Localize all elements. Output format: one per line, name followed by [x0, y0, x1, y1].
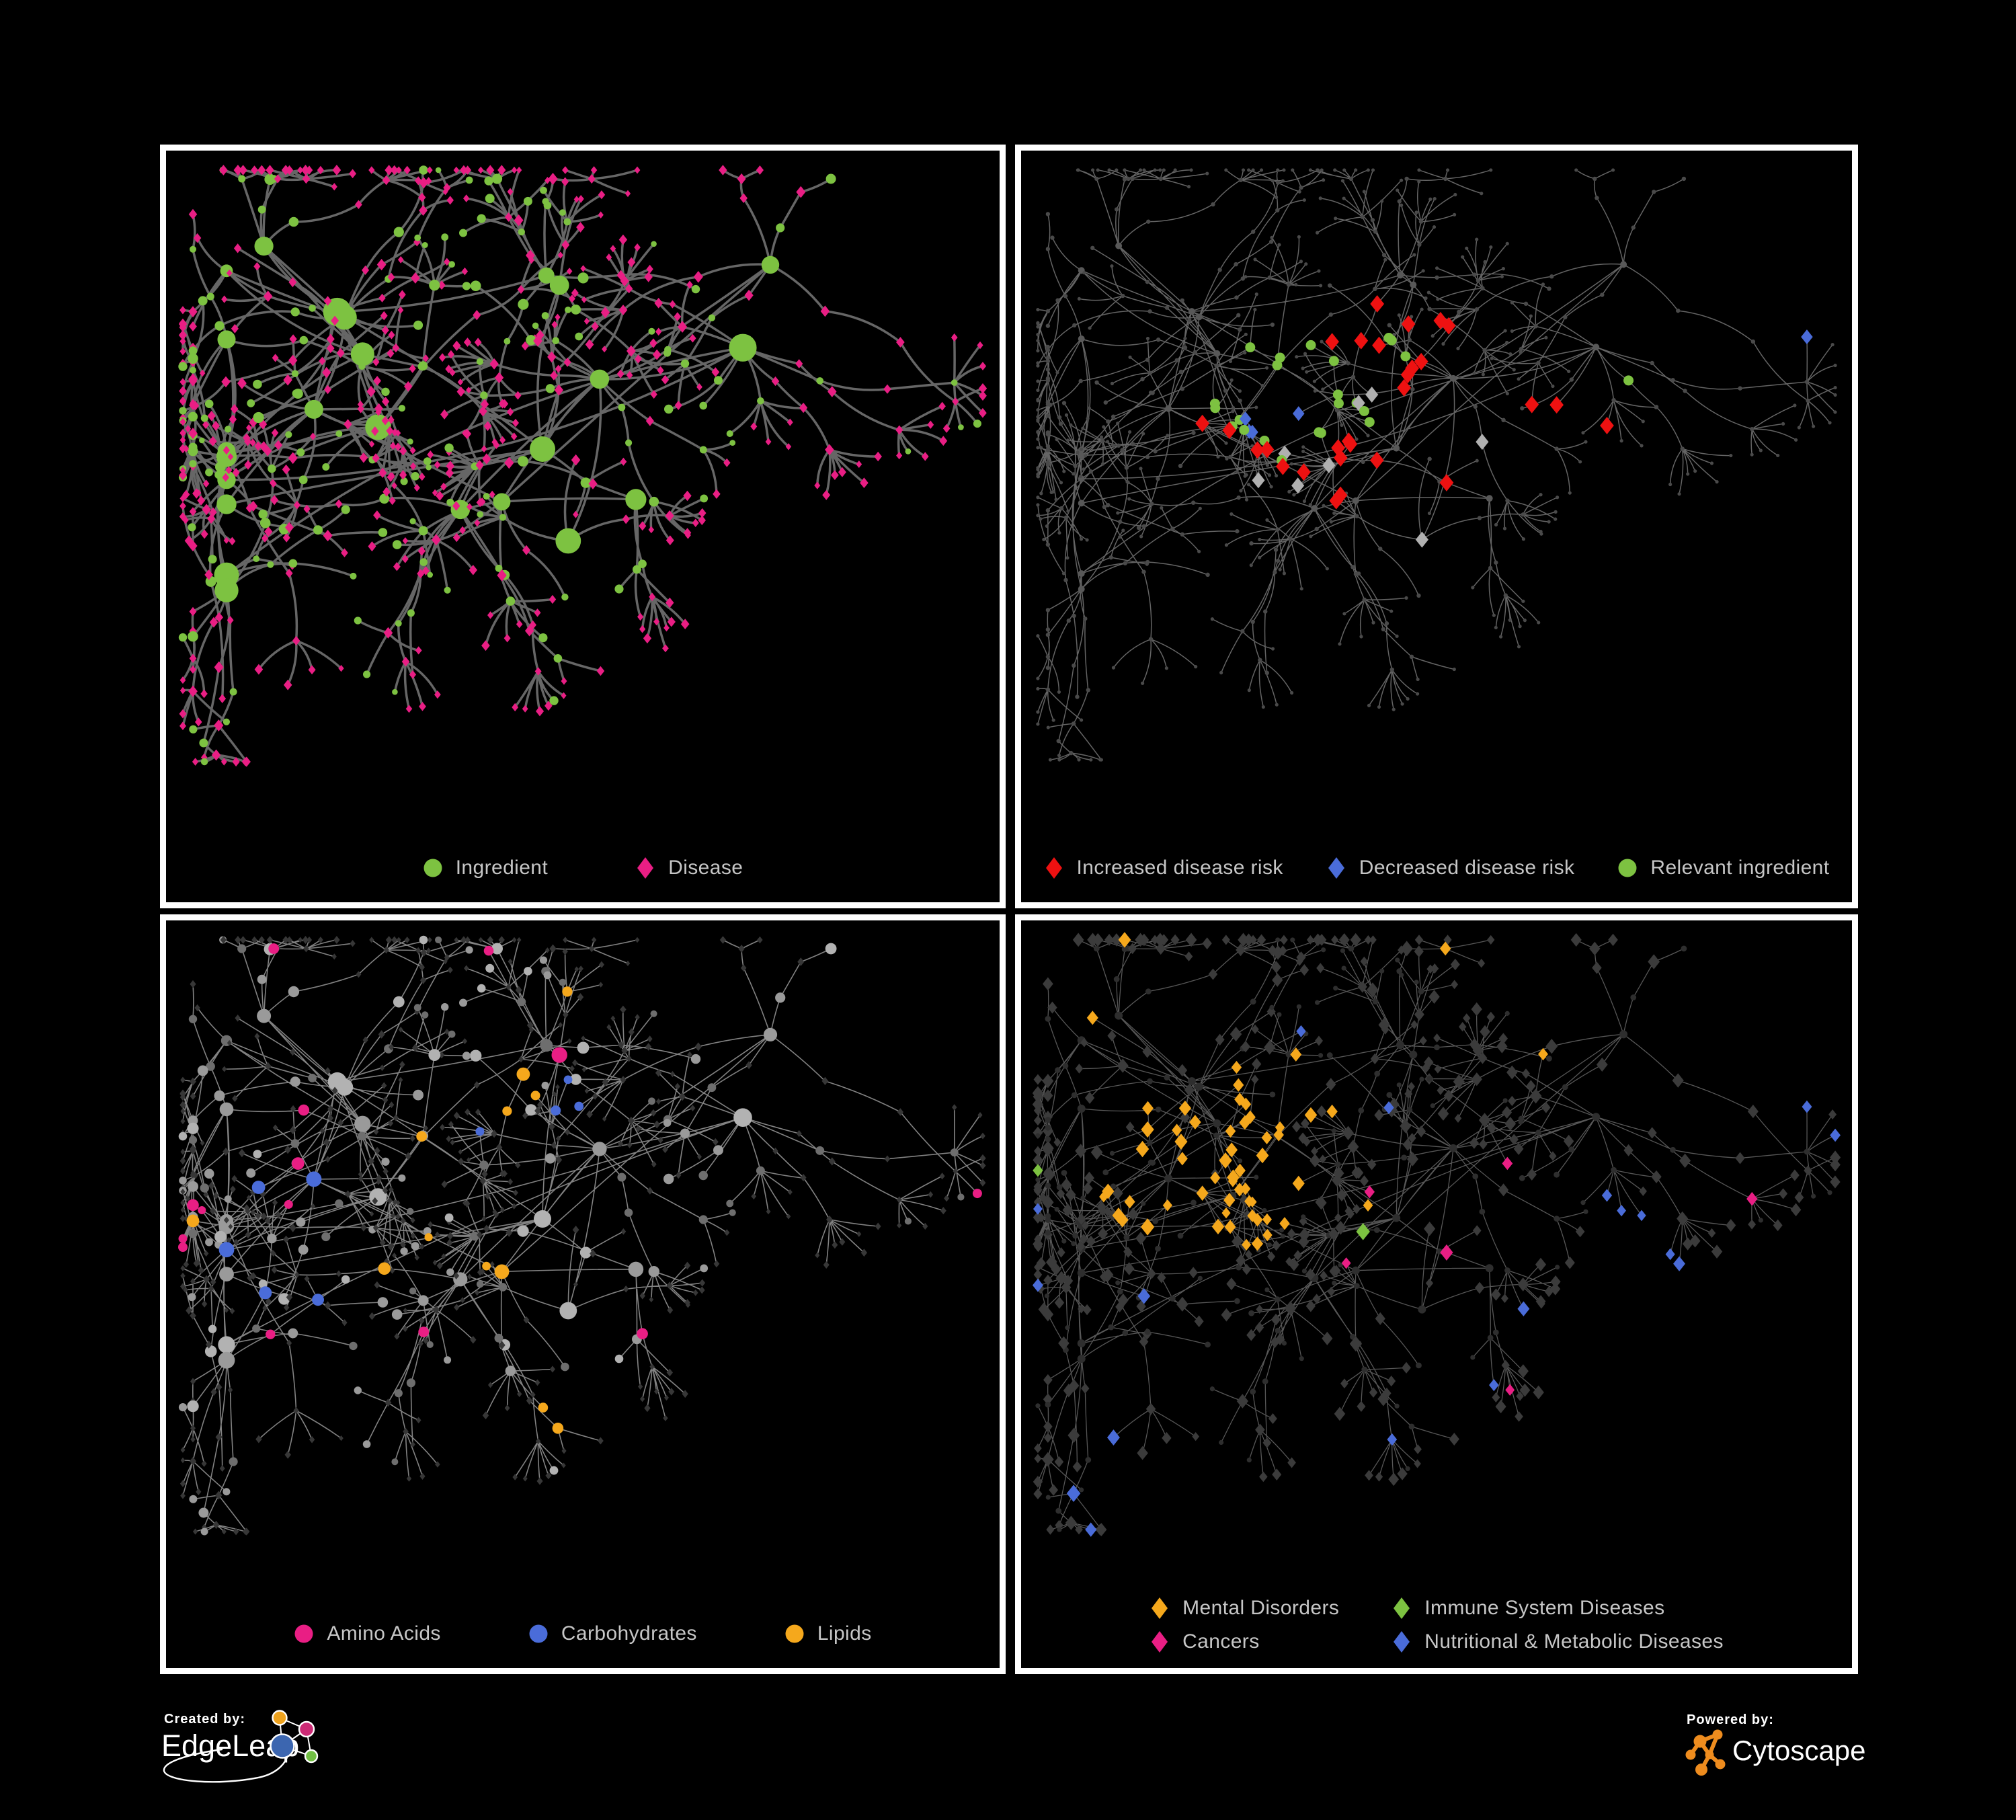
- legend-disease-risk: Increased disease risk Decreased disease …: [1021, 857, 1852, 879]
- legend-item-relevant-ingredient: Relevant ingredient: [1617, 857, 1829, 879]
- legend-item-cancers: Cancers: [1150, 1630, 1339, 1653]
- legend-item-disease: Disease: [635, 857, 743, 879]
- network-edges: [182, 939, 983, 1532]
- legend-item-label: Nutritional & Metabolic Diseases: [1424, 1630, 1724, 1653]
- legend-item-label: Immune System Diseases: [1424, 1597, 1665, 1619]
- legend-item-label: Increased disease risk: [1076, 857, 1283, 879]
- legend-compound-class: Amino Acids Carbohydrates Lipids: [166, 1622, 1000, 1645]
- circle-marker-icon: [424, 859, 442, 877]
- network-nodes: [1036, 168, 1837, 762]
- edgeleap-logo: Created by: EdgeLeap: [161, 1710, 319, 1783]
- panel-ingredient-disease: Ingredient Disease: [160, 145, 1006, 908]
- legend-item-label: Ingredient: [455, 857, 549, 879]
- cytoscape-logo: Powered by: Cytoscape: [1685, 1712, 1865, 1776]
- circle-marker-icon: [529, 1624, 548, 1643]
- legend-item-label: Cancers: [1182, 1630, 1260, 1653]
- circle-marker-icon: [785, 1624, 804, 1643]
- legend-item-label: Carbohydrates: [561, 1622, 697, 1645]
- network-nodes: [178, 935, 986, 1536]
- cytoscape-brand: Cytoscape: [1732, 1735, 1865, 1766]
- edgeleap-network-icon: [270, 1710, 319, 1764]
- created-by-label: Created by:: [164, 1712, 245, 1727]
- diamond-marker-icon: [1152, 1631, 1168, 1653]
- network-disease-risk: [1036, 168, 1837, 762]
- diamond-marker-icon: [1394, 1631, 1410, 1653]
- diamond-marker-icon: [1328, 857, 1344, 879]
- diamond-marker-icon: [1045, 857, 1062, 879]
- legend-item-increased-disease-risk: Increased disease risk: [1044, 857, 1283, 879]
- network-edges: [182, 169, 984, 763]
- diamond-marker-icon: [1394, 1597, 1410, 1619]
- diamond-marker-icon: [637, 857, 654, 879]
- panel-disease-category: Mental Disorders Immune System Diseases Ca…: [1015, 914, 1858, 1674]
- legend-item-label: Decreased disease risk: [1359, 857, 1575, 879]
- legend-item-label: Relevant ingredient: [1650, 857, 1830, 879]
- legend-item-label: Lipids: [817, 1622, 872, 1645]
- legend-item-label: Disease: [668, 857, 743, 879]
- panel-compound-class: Amino Acids Carbohydrates Lipids: [160, 914, 1006, 1674]
- network-edges: [1037, 169, 1836, 760]
- legend-item-label: Amino Acids: [327, 1622, 441, 1645]
- network-nodes: [178, 165, 987, 767]
- circle-marker-icon: [1618, 859, 1637, 877]
- cytoscape-network-icon: [1685, 1729, 1726, 1776]
- legend-item-label: Mental Disorders: [1182, 1597, 1340, 1619]
- network-compound-class: [178, 935, 986, 1536]
- diamond-marker-icon: [1152, 1597, 1168, 1619]
- legend-item-ingredient: Ingredient: [423, 857, 548, 879]
- legend-ingredient-disease: Ingredient Disease: [166, 857, 1000, 879]
- legend-item-nutritional-metabolic-diseases: Nutritional & Metabolic Diseases: [1392, 1630, 1724, 1653]
- legend-item-lipids: Lipids: [784, 1622, 872, 1645]
- network-ingredient-disease: [178, 165, 987, 767]
- panel-disease-risk: Increased disease risk Decreased disease …: [1015, 145, 1858, 908]
- legend-item-amino-acids: Amino Acids: [294, 1622, 440, 1645]
- network-disease-category: [1032, 932, 1841, 1537]
- legend-item-decreased-disease-risk: Decreased disease risk: [1326, 857, 1575, 879]
- network-highlight-nodes: [1032, 932, 1841, 1537]
- legend-disease-category: Mental Disorders Immune System Diseases Ca…: [1021, 1597, 1852, 1653]
- network-nodes: [1032, 933, 1841, 1537]
- panels-grid: Ingredient Disease Increased disease risk…: [160, 145, 1858, 1674]
- legend-item-immune-system-diseases: Immune System Diseases: [1392, 1597, 1724, 1620]
- legend-item-carbohydrates: Carbohydrates: [528, 1622, 697, 1645]
- circle-marker-icon: [294, 1624, 313, 1643]
- network-highlight-nodes: [178, 943, 982, 1434]
- powered-by-label: Powered by:: [1687, 1712, 1774, 1727]
- legend-item-mental-disorders: Mental Disorders: [1150, 1597, 1339, 1620]
- network-edges: [1037, 939, 1836, 1530]
- edgeleap-swoosh-icon: [163, 1748, 288, 1783]
